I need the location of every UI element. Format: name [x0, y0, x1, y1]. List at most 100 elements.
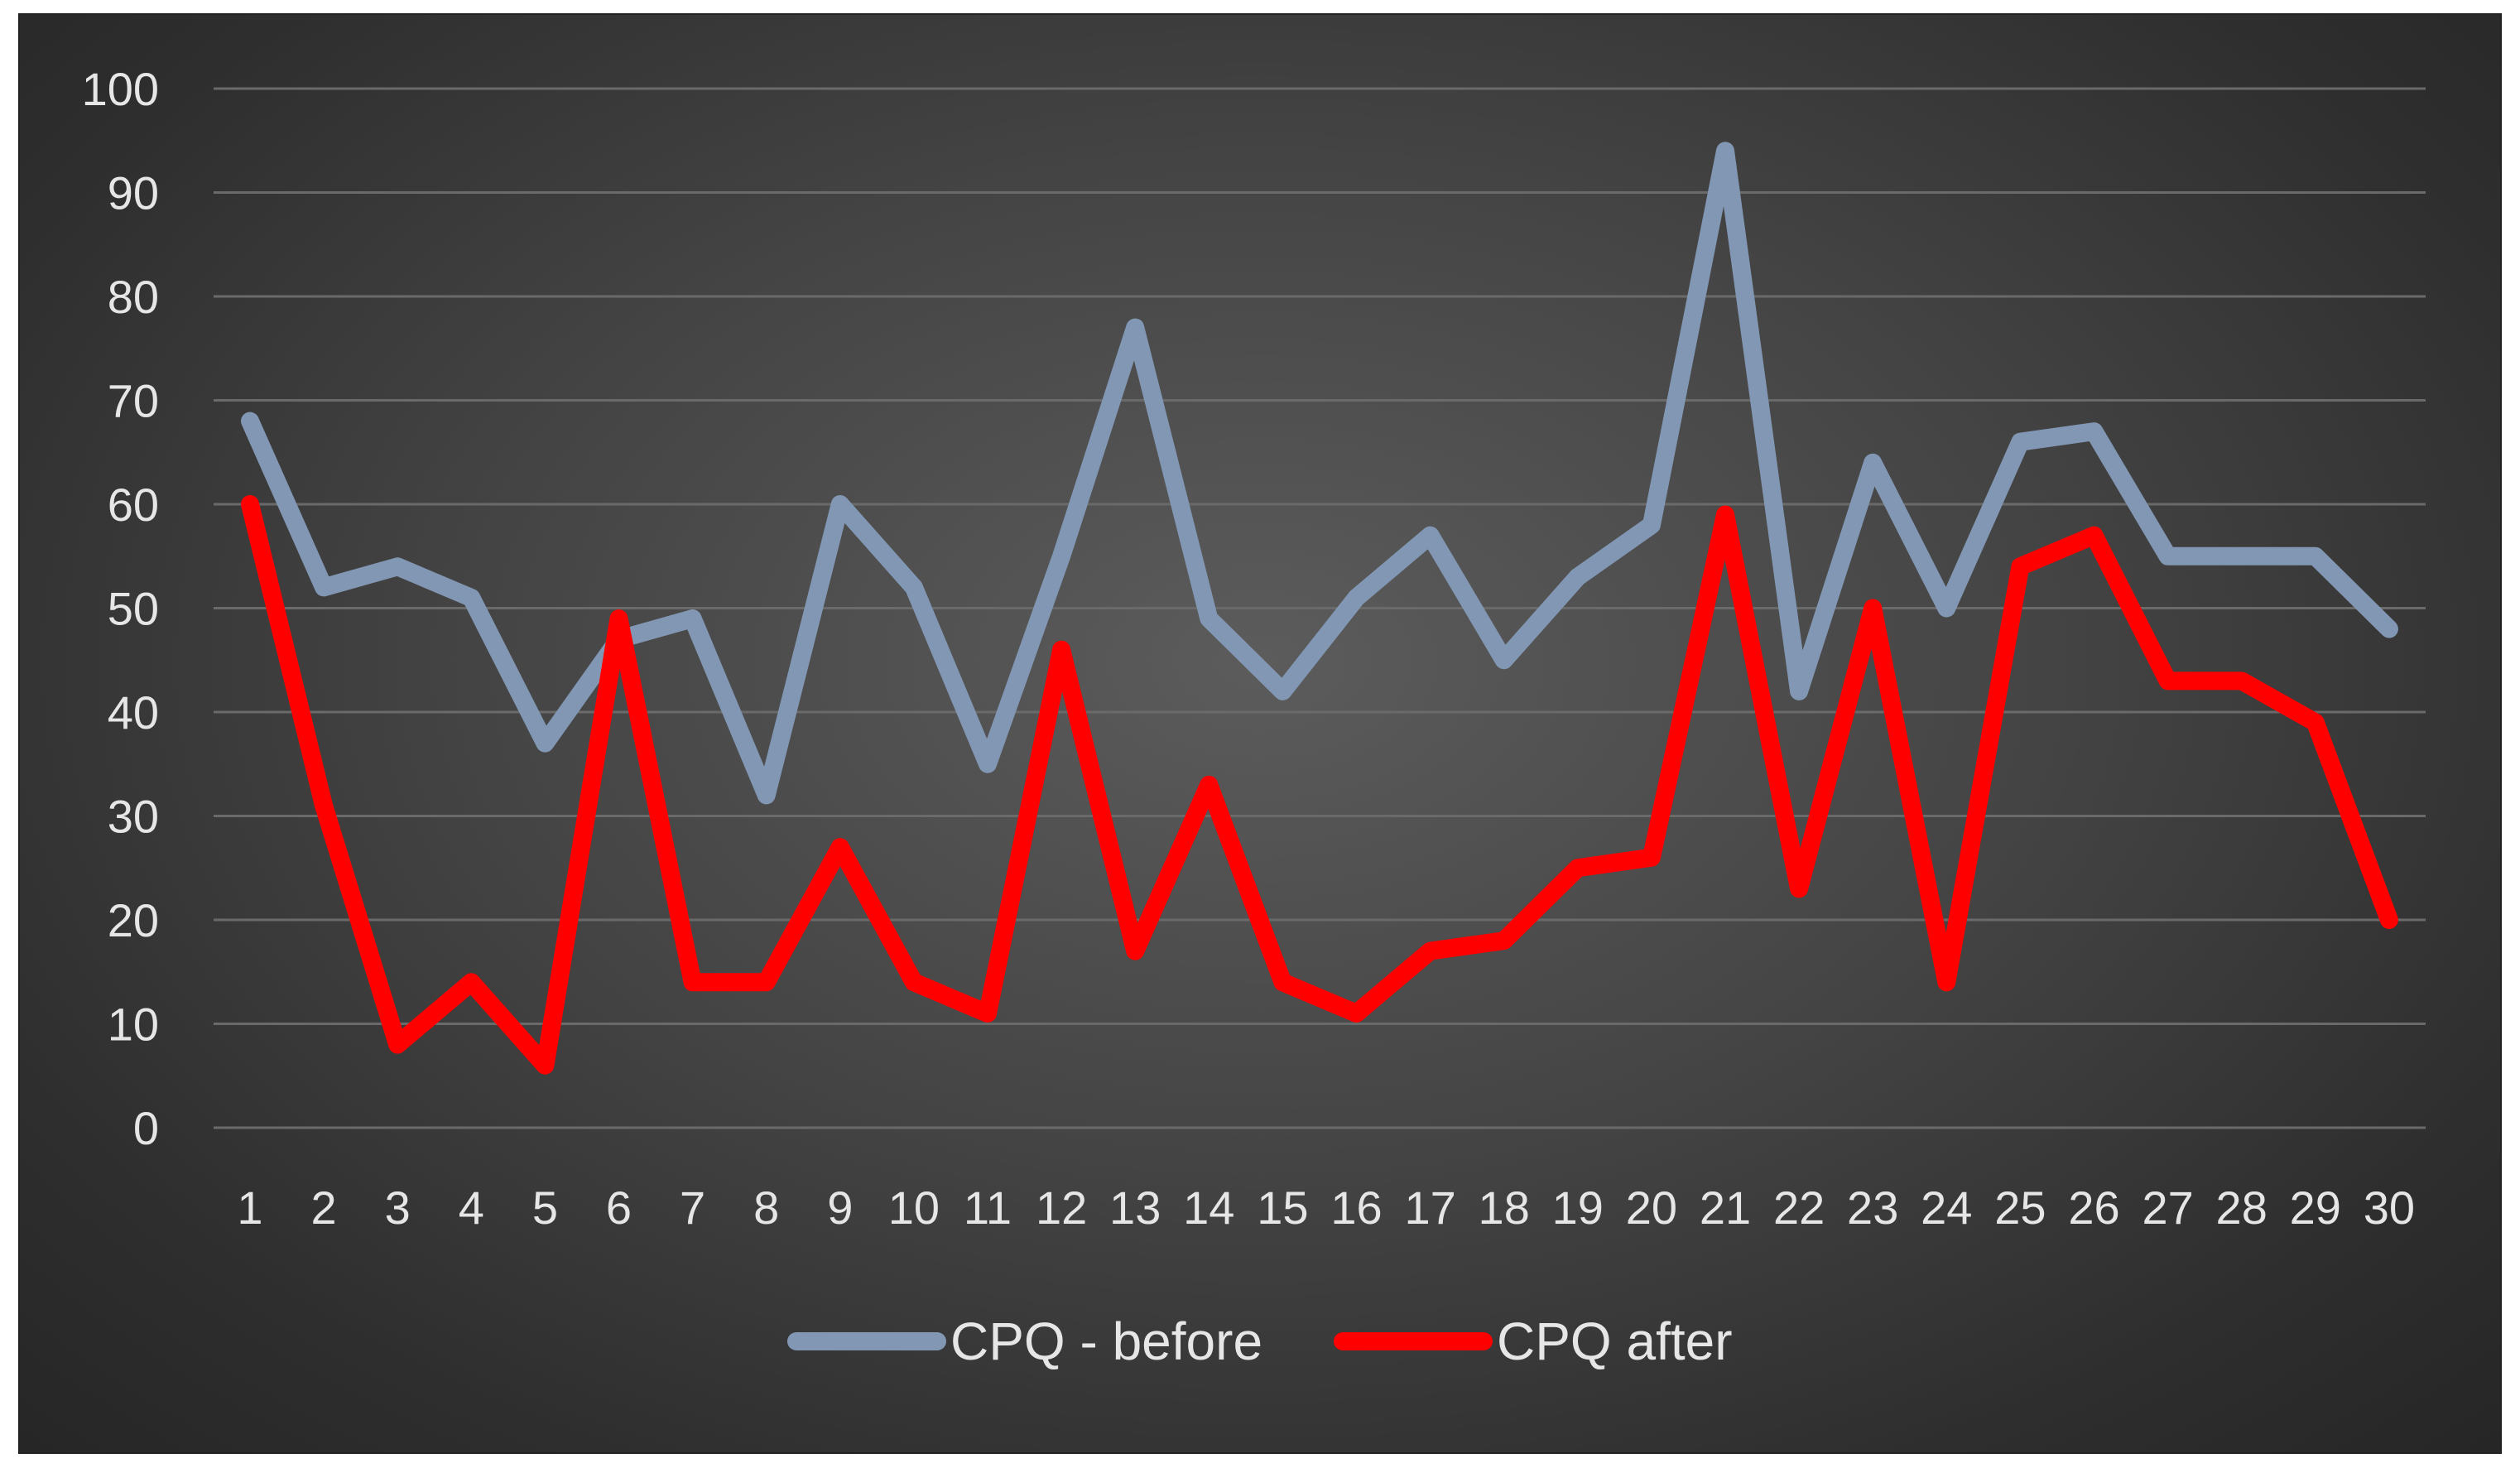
- data-point: [1872, 461, 1874, 464]
- chart-area: [18, 13, 2502, 1454]
- x-tick-label: 3: [385, 1182, 411, 1234]
- data-point: [2019, 440, 2022, 443]
- data-point: [1429, 534, 1431, 537]
- x-tick-label: 23: [1847, 1182, 1898, 1234]
- y-tick-label: 90: [108, 167, 159, 219]
- data-point: [1872, 607, 1874, 609]
- x-tick-label: 6: [606, 1182, 632, 1234]
- data-point: [691, 981, 694, 984]
- x-tick-label: 27: [2142, 1182, 2193, 1234]
- data-point: [1576, 867, 1579, 869]
- data-point: [397, 1043, 399, 1046]
- data-point: [2093, 534, 2095, 537]
- data-point: [1576, 575, 1579, 578]
- y-tick-label: 60: [108, 479, 159, 531]
- data-point: [2314, 721, 2316, 724]
- data-point: [2093, 431, 2095, 433]
- data-point: [2167, 680, 2169, 682]
- data-point: [2240, 680, 2243, 682]
- data-point: [2019, 566, 2022, 568]
- x-tick-label: 2: [311, 1182, 337, 1234]
- data-point: [544, 1064, 546, 1066]
- data-point: [470, 981, 473, 984]
- data-point: [1355, 596, 1358, 599]
- data-point: [1798, 690, 1801, 692]
- x-tick-label: 15: [1257, 1182, 1308, 1234]
- data-point: [1945, 981, 1948, 984]
- y-tick-label: 10: [108, 999, 159, 1051]
- x-tick-label: 14: [1183, 1182, 1234, 1234]
- x-tick-label: 5: [532, 1182, 558, 1234]
- data-point: [1429, 950, 1431, 952]
- data-point: [1503, 659, 1505, 662]
- legend: CPQ - before CPQ after: [787, 1312, 1733, 1371]
- data-point: [912, 586, 915, 589]
- x-tick-label: 19: [1552, 1182, 1604, 1234]
- y-axis-tick-labels: 0 10 20 30 40 50 60 70 80 90 100: [82, 63, 159, 1154]
- data-point: [1282, 690, 1284, 692]
- legend-label: CPQ - before: [950, 1312, 1262, 1371]
- x-tick-label: 24: [1921, 1182, 1972, 1234]
- y-tick-label: 0: [133, 1102, 159, 1154]
- data-point: [1724, 513, 1726, 516]
- data-point: [249, 503, 251, 505]
- data-point: [470, 596, 473, 599]
- data-point: [839, 846, 841, 849]
- data-point: [1208, 783, 1210, 786]
- x-tick-label: 8: [753, 1182, 779, 1234]
- x-tick-label: 4: [459, 1182, 484, 1234]
- x-tick-label: 21: [1700, 1182, 1751, 1234]
- y-tick-label: 20: [108, 894, 159, 946]
- data-point: [2388, 628, 2390, 630]
- data-point: [1724, 150, 1726, 152]
- data-point: [1650, 856, 1652, 859]
- data-point: [987, 763, 988, 765]
- series-lines: [241, 142, 2398, 1075]
- data-point: [1060, 648, 1063, 651]
- data-point: [2167, 555, 2169, 557]
- x-tick-label: 29: [2290, 1182, 2341, 1234]
- data-point: [1355, 1012, 1358, 1014]
- y-tick-label: 70: [108, 375, 159, 427]
- x-tick-label: 25: [1994, 1182, 2046, 1234]
- x-tick-label: 28: [2216, 1182, 2268, 1234]
- x-tick-label: 7: [680, 1182, 705, 1234]
- x-tick-label: 12: [1036, 1182, 1087, 1234]
- series-line-2: [241, 495, 2398, 1075]
- y-tick-label: 40: [108, 686, 159, 739]
- data-point: [249, 420, 251, 422]
- data-point: [912, 981, 915, 984]
- y-tick-label: 80: [108, 271, 159, 323]
- data-point: [765, 794, 767, 797]
- data-point: [1282, 981, 1284, 984]
- data-point: [839, 503, 841, 505]
- data-point: [1134, 950, 1137, 952]
- x-tick-label: 13: [1109, 1182, 1161, 1234]
- data-point: [2240, 555, 2243, 557]
- data-point: [323, 586, 325, 589]
- data-point: [2314, 555, 2316, 557]
- data-point: [1798, 888, 1801, 890]
- data-point: [691, 618, 694, 620]
- data-point: [765, 981, 767, 984]
- x-tick-label: 22: [1773, 1182, 1825, 1234]
- data-point: [618, 618, 620, 620]
- y-tick-label: 30: [108, 791, 159, 843]
- x-tick-label: 9: [827, 1182, 853, 1234]
- data-point: [397, 566, 399, 568]
- legend-label: CPQ after: [1497, 1312, 1733, 1371]
- data-point: [2388, 919, 2390, 921]
- y-tick-label: 100: [82, 63, 159, 115]
- x-tick-label: 1: [237, 1182, 262, 1234]
- data-point: [1060, 555, 1063, 557]
- x-tick-label: 10: [888, 1182, 940, 1234]
- gridlines: [214, 87, 2426, 1129]
- data-point: [544, 742, 546, 744]
- y-tick-label: 50: [108, 583, 159, 635]
- data-point: [1134, 326, 1137, 329]
- x-tick-label: 16: [1330, 1182, 1382, 1234]
- data-point: [1208, 618, 1210, 620]
- x-axis-tick-labels: 1 2 3 4 5 6 7 8 9 10 11 12 13 14 15 16 17 18 19 20 21 22 23 24 2…: [237, 1182, 2415, 1234]
- series-line-1: [241, 142, 2398, 805]
